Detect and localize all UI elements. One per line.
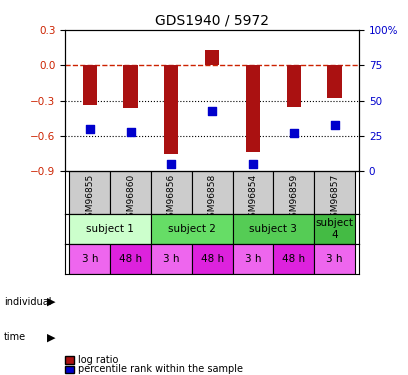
- Point: [209, 108, 215, 114]
- FancyBboxPatch shape: [273, 244, 314, 274]
- FancyBboxPatch shape: [192, 244, 233, 274]
- FancyBboxPatch shape: [314, 171, 355, 214]
- FancyBboxPatch shape: [314, 244, 355, 274]
- Text: GSM96859: GSM96859: [289, 173, 298, 223]
- Bar: [286, 65, 301, 106]
- Text: 48 h: 48 h: [119, 254, 142, 264]
- Text: GSM96857: GSM96857: [330, 173, 339, 223]
- Text: 3 h: 3 h: [326, 254, 343, 264]
- Point: [86, 126, 93, 132]
- Text: 48 h: 48 h: [201, 254, 224, 264]
- Text: GSM96858: GSM96858: [208, 173, 217, 223]
- FancyBboxPatch shape: [110, 244, 151, 274]
- Text: ▶: ▶: [47, 333, 55, 342]
- Point: [127, 129, 134, 135]
- Text: individual: individual: [4, 297, 51, 307]
- Text: GSM96855: GSM96855: [85, 173, 94, 223]
- Text: time: time: [4, 333, 26, 342]
- Text: subject 2: subject 2: [168, 224, 216, 234]
- FancyBboxPatch shape: [151, 171, 192, 214]
- Text: subject 3: subject 3: [249, 224, 297, 234]
- Bar: [246, 65, 260, 153]
- Bar: [82, 65, 97, 105]
- Text: log ratio: log ratio: [78, 355, 118, 365]
- FancyBboxPatch shape: [69, 244, 110, 274]
- Bar: [164, 65, 178, 154]
- Bar: [205, 50, 220, 65]
- FancyBboxPatch shape: [110, 171, 151, 214]
- Text: ▶: ▶: [47, 297, 55, 307]
- FancyBboxPatch shape: [69, 214, 151, 244]
- Point: [331, 122, 338, 128]
- Text: 48 h: 48 h: [282, 254, 305, 264]
- Text: 3 h: 3 h: [245, 254, 261, 264]
- Text: percentile rank within the sample: percentile rank within the sample: [78, 364, 242, 374]
- FancyBboxPatch shape: [151, 244, 192, 274]
- FancyBboxPatch shape: [233, 214, 314, 244]
- Text: 3 h: 3 h: [82, 254, 98, 264]
- Text: GSM96854: GSM96854: [248, 173, 257, 222]
- Bar: [327, 65, 341, 98]
- Point: [250, 161, 256, 167]
- FancyBboxPatch shape: [233, 244, 273, 274]
- FancyBboxPatch shape: [69, 171, 110, 214]
- Point: [168, 161, 175, 167]
- Text: 3 h: 3 h: [163, 254, 180, 264]
- Text: GSM96860: GSM96860: [126, 173, 135, 223]
- Point: [290, 130, 297, 136]
- FancyBboxPatch shape: [151, 214, 233, 244]
- Bar: [123, 65, 137, 108]
- FancyBboxPatch shape: [314, 214, 355, 244]
- FancyBboxPatch shape: [273, 171, 314, 214]
- Text: GSM96856: GSM96856: [167, 173, 176, 223]
- Text: subject 1: subject 1: [86, 224, 134, 234]
- Text: subject
4: subject 4: [315, 218, 354, 240]
- Title: GDS1940 / 5972: GDS1940 / 5972: [155, 13, 269, 27]
- FancyBboxPatch shape: [192, 171, 233, 214]
- FancyBboxPatch shape: [233, 171, 273, 214]
